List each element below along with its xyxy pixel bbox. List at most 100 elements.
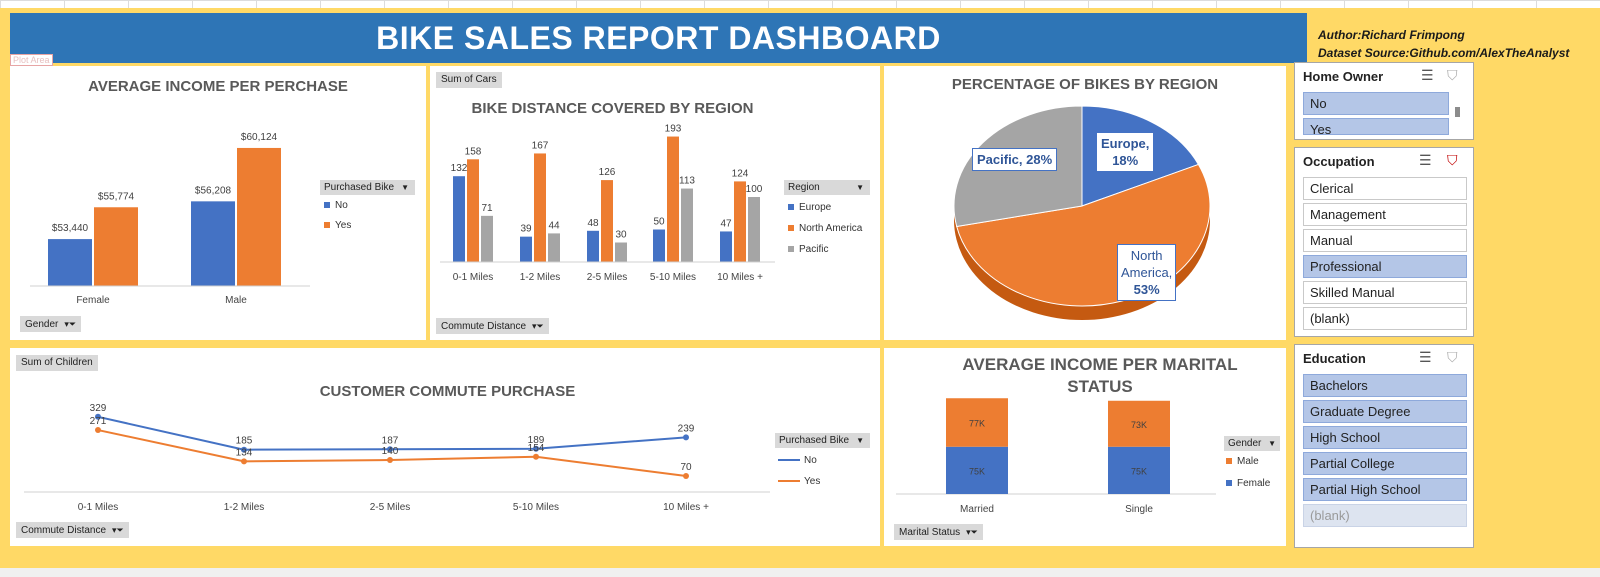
marital-bar-male-single[interactable] [1108,400,1170,447]
income-bar-no-female[interactable] [48,239,92,286]
slicer-item-clerical[interactable]: Clerical [1303,177,1467,200]
marital-chart-panel[interactable]: AVERAGE INCOME PER MARITAL STATUS 75K 77K… [884,348,1286,546]
occupation-slicer[interactable]: Occupation ☰ ⛉ Clerical Management Manua… [1294,147,1474,337]
pie-chart-panel[interactable]: PERCENTAGE OF BIKES BY REGION Pacific, 2… [884,66,1286,340]
commute-data-label: 134 [236,447,253,458]
legend-label: Europe [799,202,832,213]
distance-bar-pacific[interactable] [748,197,760,262]
marital-bar-male-married[interactable] [946,398,1008,447]
sum-of-cars-field-button[interactable]: Sum of Cars [436,72,502,88]
slicer-item-blank[interactable]: (blank) [1303,307,1467,330]
multi-select-icon[interactable]: ☰ [1419,152,1432,168]
scrollbar-thumb[interactable] [1455,107,1460,117]
clear-filter-icon[interactable]: ⛉ [1447,349,1458,365]
home-owner-slicer-title: Home Owner [1303,69,1384,84]
slicer-item-yes[interactable]: Yes [1303,118,1449,135]
income-data-label: $53,440 [52,223,89,234]
gender-legend-field-button[interactable]: Gender ▼ [1224,436,1280,451]
gender-field-button[interactable]: Gender ▾⏷ [20,316,82,332]
marital-data-label: 73K [1131,420,1147,430]
slicer-item-partial-high-school[interactable]: Partial High School [1303,478,1467,501]
distance-bar-europe[interactable] [720,231,732,262]
distance-bar-north-america[interactable] [534,153,546,262]
gender-legend-title: Gender [1228,438,1262,449]
commute-legend-title: Purchased Bike [779,435,850,446]
marital-bar-female-married[interactable] [946,446,1008,494]
income-bar-no-male[interactable] [191,201,235,286]
distance-bar-europe[interactable] [653,229,665,263]
education-slicer[interactable]: Education ☰ ⛉ Bachelors Graduate Degree … [1294,344,1474,548]
legend-swatch-north-america [788,225,794,232]
income-bar-yes-female[interactable] [94,207,138,286]
dropdown-arrow-icon: ▼ [856,183,864,192]
legend-label: North America [799,223,863,234]
distance-bar-pacific[interactable] [548,233,560,262]
distance-bar-north-america[interactable] [667,136,679,262]
commute-point-no[interactable] [387,446,393,453]
slicer-item-high-school[interactable]: High School [1303,426,1467,449]
commute-chart-panel[interactable]: Sum of Children CUSTOMER COMMUTE PURCHAS… [10,348,880,546]
commute-data-label: 189 [528,435,545,446]
legend-label: No [335,200,348,211]
slicer-item-graduate-degree[interactable]: Graduate Degree [1303,400,1467,423]
distance-bar-pacific[interactable] [615,242,627,263]
slicer-item-partial-college[interactable]: Partial College [1303,452,1467,475]
sum-of-children-field-button[interactable]: Sum of Children [16,355,98,371]
home-owner-slicer[interactable]: Home Owner ☰ ⛉ No Yes [1294,62,1474,140]
distance-bar-north-america[interactable] [467,159,479,262]
dropdown-arrow-icon: ▼ [1268,439,1276,448]
commute-point-yes[interactable] [683,473,689,479]
commute-point-no[interactable] [95,413,101,420]
distance-chart-panel[interactable]: Sum of Cars BIKE DISTANCE COVERED BY REG… [430,66,880,340]
distance-bar-europe[interactable] [520,236,532,262]
commute-point-no[interactable] [533,445,539,452]
commute-point-no[interactable] [683,434,689,441]
income-legend-field-button[interactable]: Purchased Bike ▼ [320,180,415,195]
legend-swatch-pacific [788,246,794,253]
distance-bar-europe[interactable] [587,230,599,262]
commute-distance-field-button[interactable]: Commute Distance ▾⏷ [436,318,549,334]
distance-bar-pacific[interactable] [481,215,493,262]
income-bar-yes-male[interactable] [237,147,281,286]
income-chart-panel[interactable]: Plot Area AVERAGE INCOME PER PERCHASE $5… [10,54,426,340]
commute-data-label: 329 [90,403,107,414]
commute-distance-axis-button[interactable]: Commute Distance ▾⏷ [16,522,129,538]
slicer-item-management[interactable]: Management [1303,203,1467,226]
distance-data-label: 126 [599,167,616,178]
commute-point-yes[interactable] [95,427,101,434]
commute-category-label: 2-5 Miles [370,502,411,513]
commute-point-yes[interactable] [533,453,539,460]
slicer-item-blank[interactable]: (blank) [1303,504,1467,527]
distance-bar-north-america[interactable] [601,180,613,262]
commute-point-yes[interactable] [241,458,247,465]
slicer-item-bachelors[interactable]: Bachelors [1303,374,1467,397]
multi-select-icon[interactable]: ☰ [1421,67,1434,83]
clear-filter-icon[interactable]: ⛉ [1447,67,1458,83]
legend-item-yes: Yes [778,476,820,487]
dropdown-arrow-icon: ▼ [401,183,409,192]
income-legend-title: Purchased Bike [324,182,395,193]
slicer-item-no[interactable]: No [1303,92,1449,115]
sheet-tab-bar [0,568,1600,577]
slicer-item-skilled-manual[interactable]: Skilled Manual [1303,281,1467,304]
commute-legend-field-button[interactable]: Purchased Bike ▼ [775,433,870,448]
commute-point-no[interactable] [241,446,247,453]
slicer-item-manual[interactable]: Manual [1303,229,1467,252]
pie-label-na-pct: 53% [1133,282,1160,297]
distance-bar-pacific[interactable] [681,188,693,262]
author-text: Author:Richard Frimpong [1318,28,1465,42]
distance-data-label: 71 [481,203,493,214]
slicer-scrollbar[interactable] [1455,93,1461,135]
clear-filter-icon[interactable]: ⛉ [1447,152,1458,168]
slicer-item-professional[interactable]: Professional [1303,255,1467,278]
legend-swatch-yes [324,222,330,229]
multi-select-icon[interactable]: ☰ [1419,349,1432,365]
region-legend-field-button[interactable]: Region ▼ [784,180,870,195]
commute-point-yes[interactable] [387,457,393,463]
marital-bar-female-single[interactable] [1108,446,1170,494]
distance-bar-north-america[interactable] [734,181,746,262]
marital-status-field-button[interactable]: Marital Status ▾⏷ [894,524,983,540]
distance-bar-europe[interactable] [453,176,465,262]
income-chart-title: AVERAGE INCOME PER PERCHASE [88,78,348,95]
commute-data-label: 187 [382,435,399,446]
